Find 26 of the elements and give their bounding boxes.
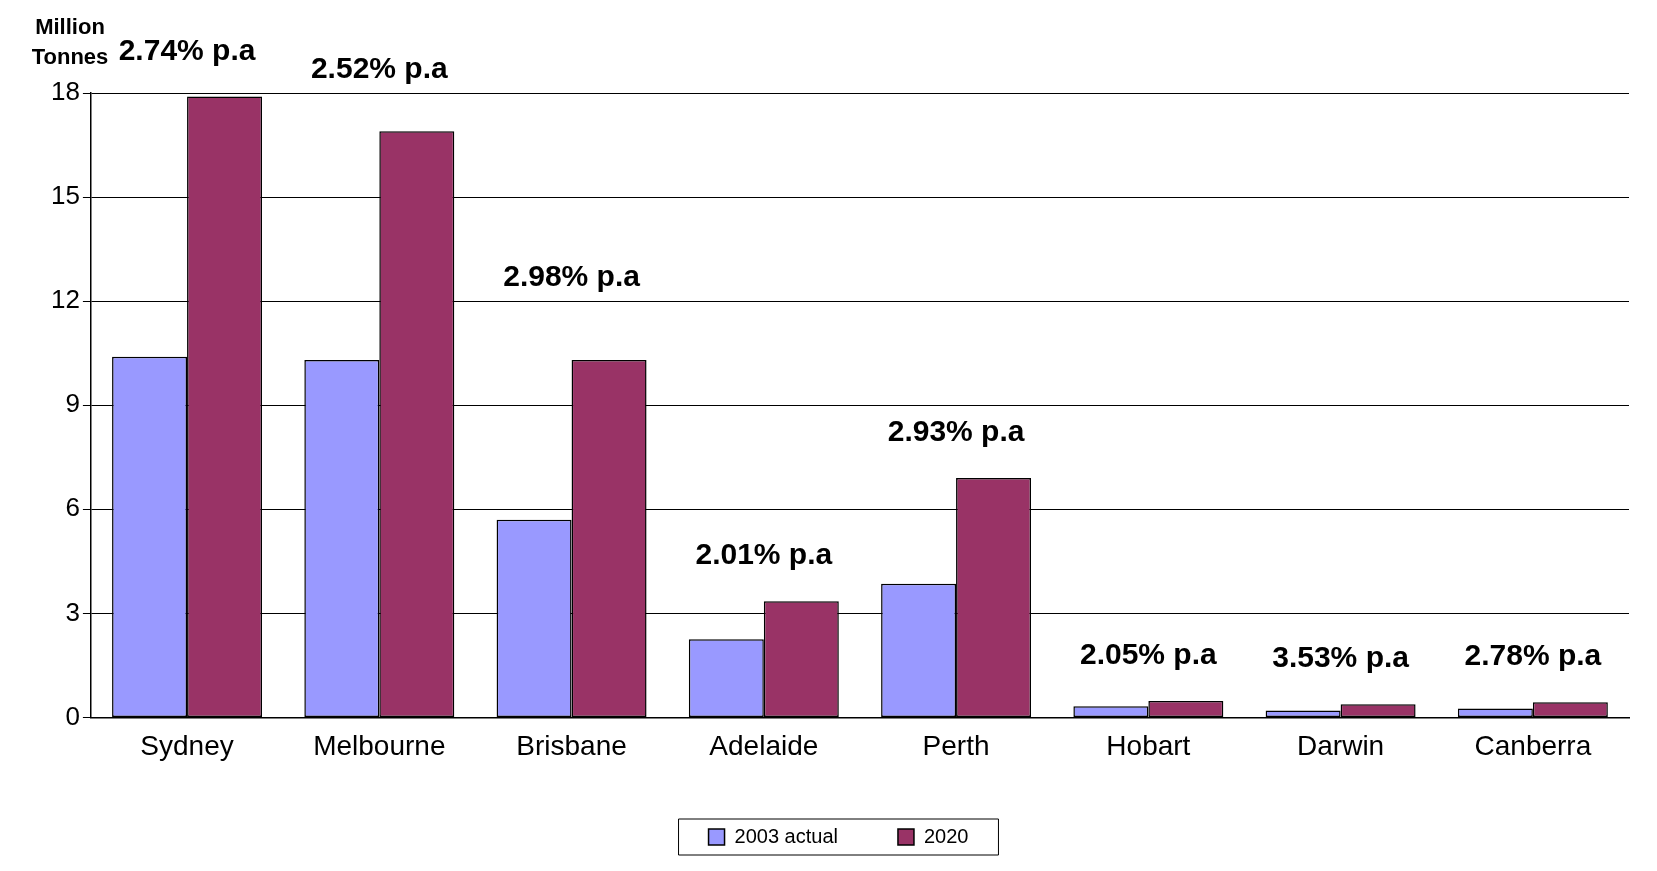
x-tick-label: Hobart (1106, 729, 1191, 761)
y-tick-label: 18 (51, 76, 80, 107)
x-tick-label: Darwin (1297, 729, 1385, 761)
y-tick-label: 9 (65, 388, 80, 419)
y-axis-title: Million Tonnes (31, 14, 109, 69)
x-tick-label: Sydney (140, 729, 234, 761)
annotation: 2.05% p.a (1079, 637, 1218, 671)
x-tick-label: Brisbane (516, 729, 627, 761)
annotation: 2.93% p.a (887, 414, 1025, 448)
annotation: 2.78% p.a (1464, 638, 1602, 672)
x-tick-label: Canberra (1474, 729, 1592, 761)
text: 2.52% p.a (310, 51, 448, 85)
y-tick-label: 12 (51, 284, 80, 315)
legend-label: 2020 (923, 824, 969, 847)
legend-label: 2003 actual (734, 824, 838, 847)
annotation: 2.98% p.a (503, 259, 641, 293)
y-tick-label: 15 (51, 180, 80, 211)
y-tick-label: 6 (65, 492, 80, 523)
annotation: 3.53% p.a (1272, 640, 1410, 674)
annotation: 2.01% p.a (695, 537, 833, 571)
y-tick-label: 3 (65, 596, 80, 627)
x-tick-label: Melbourne (313, 729, 446, 761)
text: 2.74% p.a (118, 32, 256, 66)
x-tick-label: Perth (922, 729, 990, 761)
y-tick-label: 0 (65, 700, 80, 731)
x-tick-label: Adelaide (709, 729, 819, 761)
